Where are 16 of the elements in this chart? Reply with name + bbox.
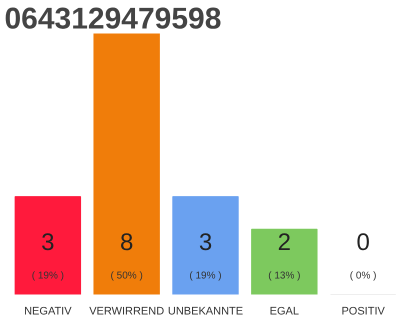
annotation: ( 19% ) bbox=[32, 270, 64, 282]
x-tick-label: EGAL bbox=[270, 306, 300, 318]
data-label: 3 bbox=[41, 229, 55, 256]
data-label: 2 bbox=[278, 229, 292, 256]
x-tick-label: NEGATIV bbox=[24, 306, 72, 318]
annotation: ( 50% ) bbox=[110, 270, 143, 282]
chart-title: 0643129479598 bbox=[4, 2, 222, 36]
annotation: ( 13% ) bbox=[268, 270, 300, 282]
data-label: 3 bbox=[198, 229, 212, 256]
x-tick-label: VERWIRREND bbox=[89, 306, 164, 318]
data-label: 8 bbox=[120, 229, 134, 256]
x-tick-label: POSITIV bbox=[341, 306, 386, 318]
annotation: ( 19% ) bbox=[189, 270, 222, 282]
data-label: 0 bbox=[356, 229, 370, 256]
annotation: ( 0% ) bbox=[350, 270, 376, 282]
x-tick-label: UNBEKANNTE bbox=[168, 306, 244, 318]
